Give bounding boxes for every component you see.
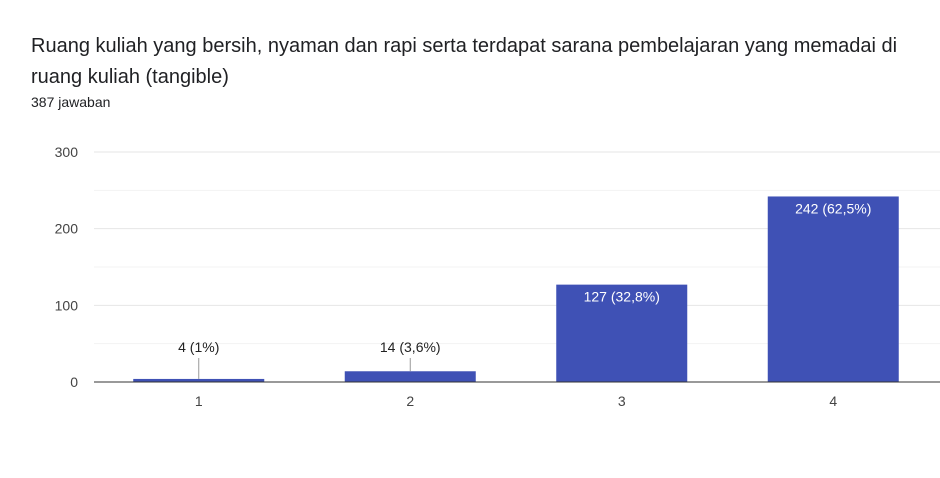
data-label: 4 (1%)	[178, 339, 219, 355]
y-tick-label: 100	[55, 297, 79, 313]
y-tick-label: 300	[55, 144, 79, 160]
data-label: 127 (32,8%)	[584, 289, 660, 305]
y-tick-label: 200	[55, 221, 79, 237]
response-count: 387 jawaban	[31, 94, 111, 110]
x-tick-label: 4	[829, 393, 837, 409]
y-tick-label: 0	[70, 374, 78, 390]
bar	[133, 378, 265, 382]
x-tick-label: 3	[618, 393, 626, 409]
bar	[344, 371, 476, 382]
data-label: 14 (3,6%)	[380, 339, 441, 355]
chart-title: Ruang kuliah yang bersih, nyaman dan rap…	[31, 35, 898, 88]
bar	[767, 196, 899, 382]
bar	[556, 284, 688, 382]
data-label: 242 (62,5%)	[795, 200, 871, 216]
x-tick-label: 2	[406, 393, 414, 409]
x-tick-label: 1	[195, 393, 203, 409]
